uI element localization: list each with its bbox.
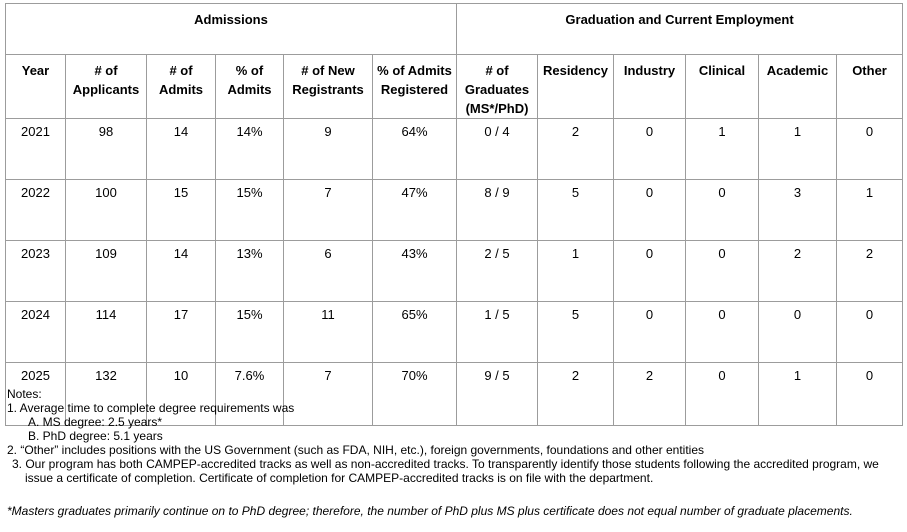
cell-applicants: 98 xyxy=(65,118,147,180)
cell-admits: 14 xyxy=(146,118,216,180)
cell-clinical: 0 xyxy=(685,179,759,241)
cell-admits: 14 xyxy=(146,240,216,302)
column-header-pct-admits: % of Admits xyxy=(215,54,284,119)
column-header-pct-admits-registered: % of Admits Registered xyxy=(372,54,457,119)
table-row-2023: 2023 109 14 13% 6 43% 2 / 5 1 0 0 2 2 xyxy=(5,240,904,302)
cell-academic: 3 xyxy=(758,179,837,241)
cell-pct-registered: 65% xyxy=(372,301,457,363)
cell-new-registrants: 7 xyxy=(283,179,373,241)
table-row-2022: 2022 100 15 15% 7 47% 8 / 9 5 0 0 3 1 xyxy=(5,179,904,241)
cell-applicants: 114 xyxy=(65,301,147,363)
cell-new-registrants: 7 xyxy=(283,362,373,426)
cell-residency: 2 xyxy=(537,118,614,180)
cell-new-registrants: 6 xyxy=(283,240,373,302)
cell-pct-registered: 47% xyxy=(372,179,457,241)
cell-new-registrants: 11 xyxy=(283,301,373,363)
cell-clinical: 0 xyxy=(685,240,759,302)
cell-pct-registered: 43% xyxy=(372,240,457,302)
cell-other: 0 xyxy=(835,362,904,426)
cell-new-registrants: 9 xyxy=(283,118,373,180)
notes-title: Notes: xyxy=(7,387,42,401)
column-header-admits: # of Admits xyxy=(146,54,216,119)
cell-year: 2024 xyxy=(5,301,66,363)
table-row-2025: 2025 132 10 7.6% 7 70% 9 / 5 2 2 0 1 0 xyxy=(5,362,904,426)
column-header-applicants: # of Applicants xyxy=(65,54,147,119)
column-header-residency: Residency xyxy=(537,54,614,119)
column-header-year: Year xyxy=(5,54,66,119)
cell-applicants: 100 xyxy=(65,179,147,241)
cell-industry: 0 xyxy=(613,179,686,241)
group-header-admissions: Admissions xyxy=(5,3,457,55)
cell-other: 1 xyxy=(835,179,904,241)
admissions-graduation-table: Admissions Graduation and Current Employ… xyxy=(5,3,904,426)
cell-residency: 5 xyxy=(537,301,614,363)
cell-industry: 2 xyxy=(613,362,686,426)
cell-admits: 10 xyxy=(146,362,216,426)
cell-year: 2022 xyxy=(5,179,66,241)
cell-year: 2025 xyxy=(5,362,66,426)
column-header-other: Other xyxy=(835,54,904,119)
cell-applicants: 109 xyxy=(65,240,147,302)
cell-residency: 5 xyxy=(537,179,614,241)
column-header-academic: Academic xyxy=(758,54,837,119)
cell-year: 2023 xyxy=(5,240,66,302)
note-1a: A. MS degree: 2.5 years* xyxy=(28,415,163,429)
cell-admits: 17 xyxy=(146,301,216,363)
column-header-clinical: Clinical xyxy=(685,54,759,119)
cell-residency: 1 xyxy=(537,240,614,302)
note-1: 1. Average time to complete degree requi… xyxy=(7,401,295,415)
cell-graduates: 8 / 9 xyxy=(456,179,538,241)
cell-other: 0 xyxy=(835,118,904,180)
column-header-graduates: # of Graduates (MS*/PhD) xyxy=(456,54,538,119)
cell-residency: 2 xyxy=(537,362,614,426)
cell-pct-admits: 15% xyxy=(215,301,284,363)
note-2: 2. “Other” includes positions with the U… xyxy=(7,443,704,457)
table-row-2021: 2021 98 14 14% 9 64% 0 / 4 2 0 1 1 0 xyxy=(5,118,904,180)
group-header-row: Admissions Graduation and Current Employ… xyxy=(5,3,904,55)
cell-industry: 0 xyxy=(613,118,686,180)
cell-academic: 1 xyxy=(758,362,837,426)
cell-admits: 15 xyxy=(146,179,216,241)
cell-graduates: 1 / 5 xyxy=(456,301,538,363)
cell-pct-registered: 64% xyxy=(372,118,457,180)
cell-graduates: 2 / 5 xyxy=(456,240,538,302)
cell-other: 0 xyxy=(835,301,904,363)
cell-industry: 0 xyxy=(613,301,686,363)
cell-clinical: 0 xyxy=(685,362,759,426)
cell-year: 2021 xyxy=(5,118,66,180)
notes-section: Notes: 1. Average time to complete degre… xyxy=(7,387,902,518)
cell-pct-registered: 70% xyxy=(372,362,457,426)
cell-other: 2 xyxy=(835,240,904,302)
cell-graduates: 0 / 4 xyxy=(456,118,538,180)
column-header-row: Year # of Applicants # of Admits % of Ad… xyxy=(5,54,904,119)
note-1b: B. PhD degree: 5.1 years xyxy=(28,429,163,443)
cell-pct-admits: 15% xyxy=(215,179,284,241)
cell-academic: 1 xyxy=(758,118,837,180)
column-header-new-registrants: # of New Registrants xyxy=(283,54,373,119)
cell-academic: 2 xyxy=(758,240,837,302)
cell-pct-admits: 13% xyxy=(215,240,284,302)
column-header-industry: Industry xyxy=(613,54,686,119)
cell-clinical: 1 xyxy=(685,118,759,180)
masters-footnote: *Masters graduates primarily continue on… xyxy=(7,504,853,518)
cell-industry: 0 xyxy=(613,240,686,302)
note-3: 3. Our program has both CAMPEP-accredite… xyxy=(12,457,883,485)
group-header-graduation-employment: Graduation and Current Employment xyxy=(455,3,904,55)
cell-clinical: 0 xyxy=(685,301,759,363)
cell-academic: 0 xyxy=(758,301,837,363)
cell-pct-admits: 14% xyxy=(215,118,284,180)
cell-graduates: 9 / 5 xyxy=(456,362,538,426)
table-row-2024: 2024 114 17 15% 11 65% 1 / 5 5 0 0 0 0 xyxy=(5,301,904,363)
